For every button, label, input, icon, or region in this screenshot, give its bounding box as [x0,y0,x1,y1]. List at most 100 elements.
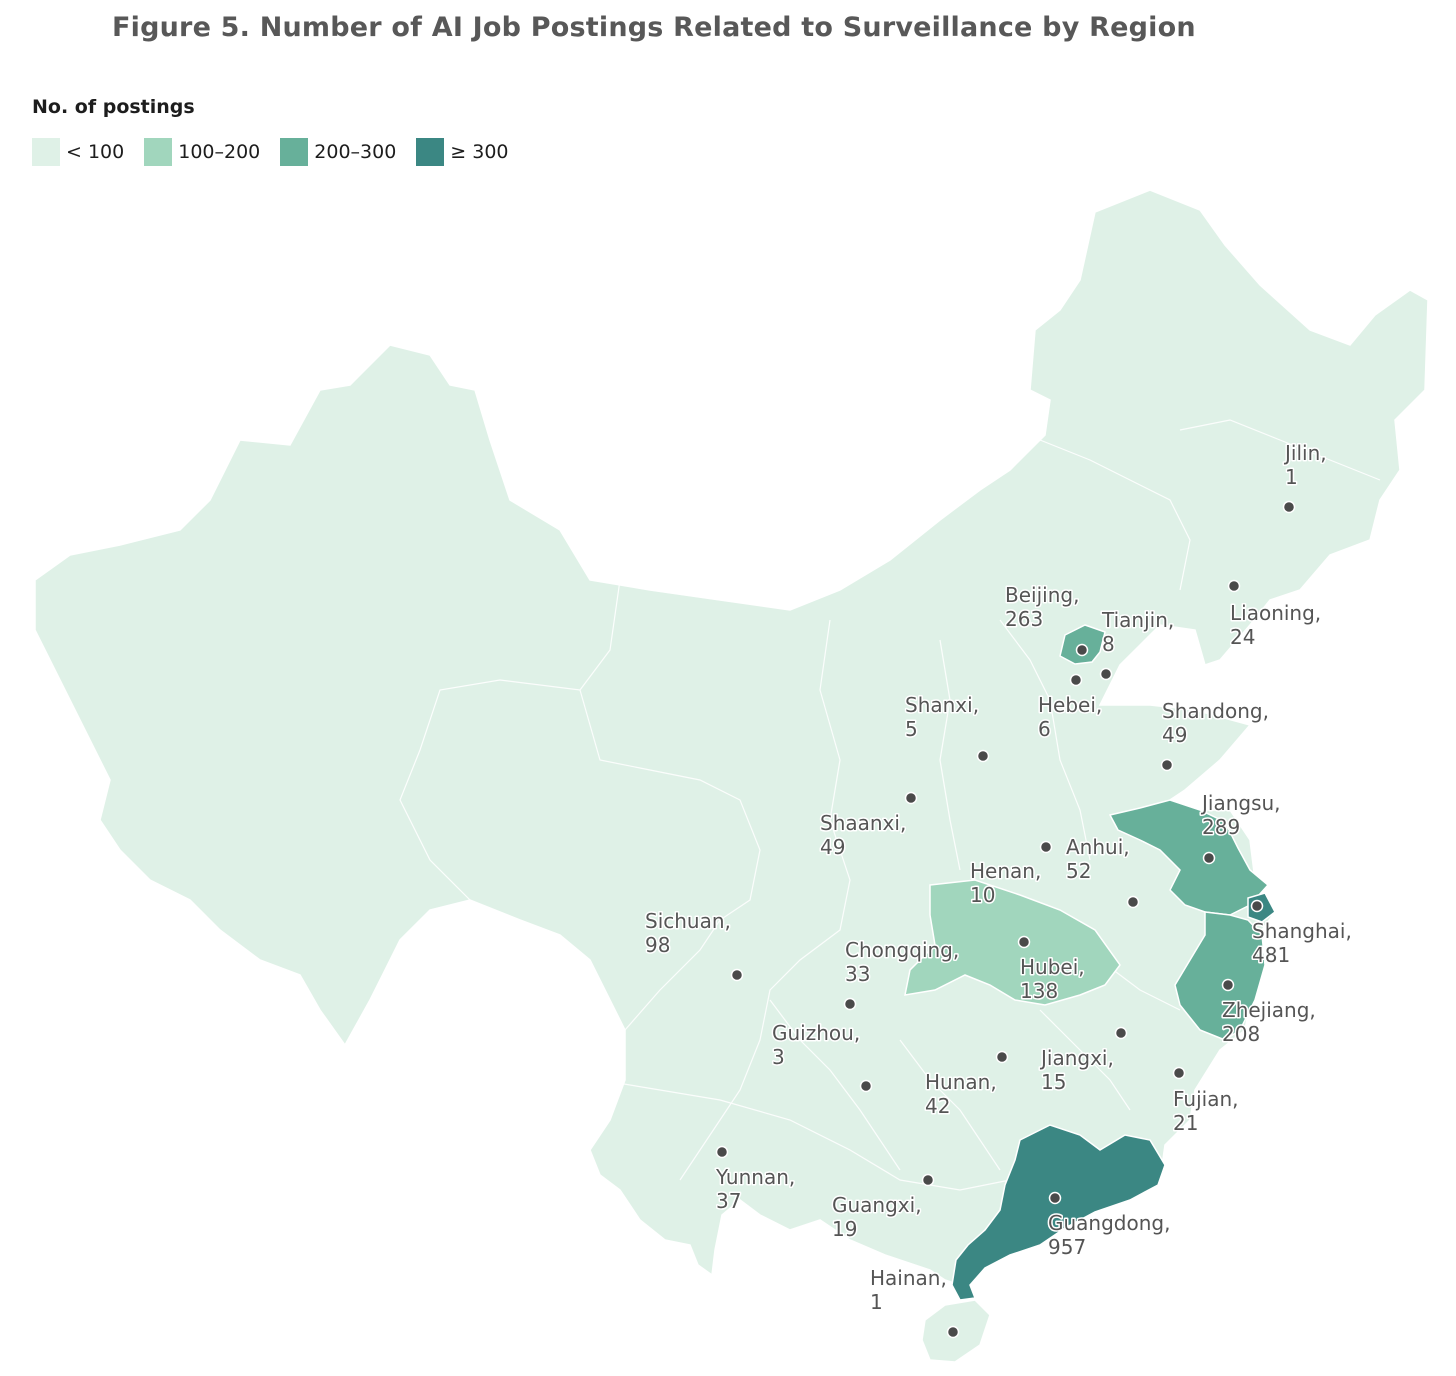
legend-item-lt100: < 100 [32,138,124,166]
region-name-hubei: Hubei, [1020,955,1085,979]
region-name-hainan: Hainan, [870,1266,947,1290]
legend-swatch-gte300 [416,138,445,166]
region-marker-guangxi [921,1173,935,1187]
region-value-sichuan: 98 [645,933,670,957]
china-mainland [34,189,1429,1286]
region-name-guizhou: Guizhou, [772,1021,860,1045]
region-marker-zhejiang [1221,978,1235,992]
legend-swatch-200-300 [280,138,309,166]
region-value-chongqing: 33 [845,962,870,986]
region-value-shanxi: 5 [905,717,918,741]
region-marker-henan [1039,840,1053,854]
region-value-hebei: 6 [1038,717,1051,741]
legend-item-200-300: 200–300 [280,138,396,166]
region-labels: Jilin, 1 Liaoning, 24 Beijing, 263 Tianjin, 8 He… [644,440,1353,1339]
region-hubei-shape [904,879,1121,1006]
region-name-shaanxi: Shaanxi, [820,811,906,835]
legend-label-lt100: < 100 [66,141,125,163]
region-name-henan: Henan, [970,859,1041,883]
region-label-anhui: Anhui, 52 [1066,835,1130,883]
region-label-shaanxi: Shaanxi, 49 [820,811,906,859]
region-value-yunnan: 37 [716,1189,741,1213]
legend-label-200-300: 200–300 [314,141,397,163]
region-value-jiangxi: 15 [1041,1070,1066,1094]
province-borders [399,419,1381,1191]
region-name-shanxi: Shanxi, [905,693,979,717]
region-label-liaoning: Liaoning, 24 [1230,601,1321,649]
legend-label-gte300: ≥ 300 [450,141,509,163]
region-marker-jilin [1282,500,1296,514]
legend-swatch-100-200 [144,138,173,166]
region-label-jiangxi: Jiangxi, 15 [1039,1046,1114,1094]
chart-title: Figure 5. Number of AI Job Postings Rela… [112,12,1196,43]
legend: < 100 100–200 200–300 ≥ 300 [32,138,529,166]
region-label-sichuan: Sichuan, 98 [645,909,731,957]
region-guangdong-shape [951,1124,1166,1301]
region-marker-hunan [995,1050,1009,1064]
region-value-tianjin: 8 [1102,632,1115,656]
region-value-liaoning: 24 [1230,625,1255,649]
region-label-jilin: Jilin, 1 [1283,441,1327,489]
region-marker-fujian [1172,1066,1186,1080]
region-zhejiang-shape [1174,911,1266,1041]
region-value-guizhou: 3 [772,1045,785,1069]
region-jiangsu-shape [1108,799,1270,916]
legend-swatch-lt100 [32,138,60,166]
region-name-hebei: Hebei, [1038,693,1102,717]
region-value-jilin: 1 [1285,465,1298,489]
region-marker-hubei [1017,935,1031,949]
region-name-sichuan: Sichuan, [645,909,731,933]
region-marker-jiangsu [1202,851,1216,865]
region-name-chongqing: Chongqing, [845,938,959,962]
region-name-yunnan: Yunnan, [715,1165,795,1189]
region-label-shanghai: Shanghai, 481 [1252,919,1352,967]
region-name-zhejiang: Zhejiang, [1222,998,1316,1022]
region-label-yunnan: Yunnan, 37 [715,1165,795,1213]
region-value-shandong: 49 [1162,723,1187,747]
region-marker-shandong [1160,758,1174,772]
region-marker-shanxi [976,749,990,763]
region-value-fujian: 21 [1173,1111,1198,1135]
region-name-jiangsu: Jiangsu, [1200,791,1281,815]
region-label-fujian: Fujian, 21 [1173,1087,1239,1135]
region-label-shandong: Shandong, 49 [1162,699,1269,747]
region-marker-sichuan [730,968,744,982]
region-label-chongqing: Chongqing, 33 [845,938,959,986]
region-value-guangxi: 19 [832,1217,857,1241]
region-value-beijing: 263 [1005,607,1043,631]
region-marker-guizhou [859,1079,873,1093]
region-name-liaoning: Liaoning, [1230,601,1321,625]
region-label-hunan: Hunan, 42 [925,1070,997,1118]
legend-label-100-200: 100–200 [178,141,261,163]
region-label-shanxi: Shanxi, 5 [905,693,979,741]
region-label-guizhou: Guizhou, 3 [772,1021,860,1069]
region-name-shandong: Shandong, [1162,699,1269,723]
region-value-shanghai: 481 [1252,943,1290,967]
region-marker-anhui [1126,895,1140,909]
region-name-fujian: Fujian, [1173,1087,1239,1111]
region-label-jiangsu: Jiangsu, 289 [1200,791,1281,839]
legend-title: No. of postings [32,96,195,118]
region-name-jilin: Jilin, [1283,441,1327,465]
region-name-beijing: Beijing, [1005,583,1079,607]
region-value-hunan: 42 [925,1094,950,1118]
region-value-zhejiang: 208 [1222,1022,1260,1046]
region-label-hubei: Hubei, 138 [1020,955,1085,1003]
region-marker-chongqing [843,997,857,1011]
region-name-anhui: Anhui, [1066,835,1130,859]
legend-item-100-200: 100–200 [144,138,260,166]
region-name-tianjin: Tianjin, [1101,608,1174,632]
region-label-guangxi: Guangxi, 19 [832,1193,922,1241]
region-value-jiangsu: 289 [1202,815,1240,839]
region-marker-yunnan [715,1145,729,1159]
region-label-hainan: Hainan, 1 [870,1266,947,1314]
region-marker-guangdong [1048,1191,1062,1205]
legend-item-gte300: ≥ 300 [416,138,509,166]
region-label-beijing: Beijing, 263 [1005,583,1079,631]
region-marker-shaanxi [904,791,918,805]
region-label-henan: Henan, 10 [970,859,1041,907]
region-name-hunan: Hunan, [925,1070,997,1094]
region-marker-shanghai [1250,899,1264,913]
region-marker-hainan [946,1325,960,1339]
